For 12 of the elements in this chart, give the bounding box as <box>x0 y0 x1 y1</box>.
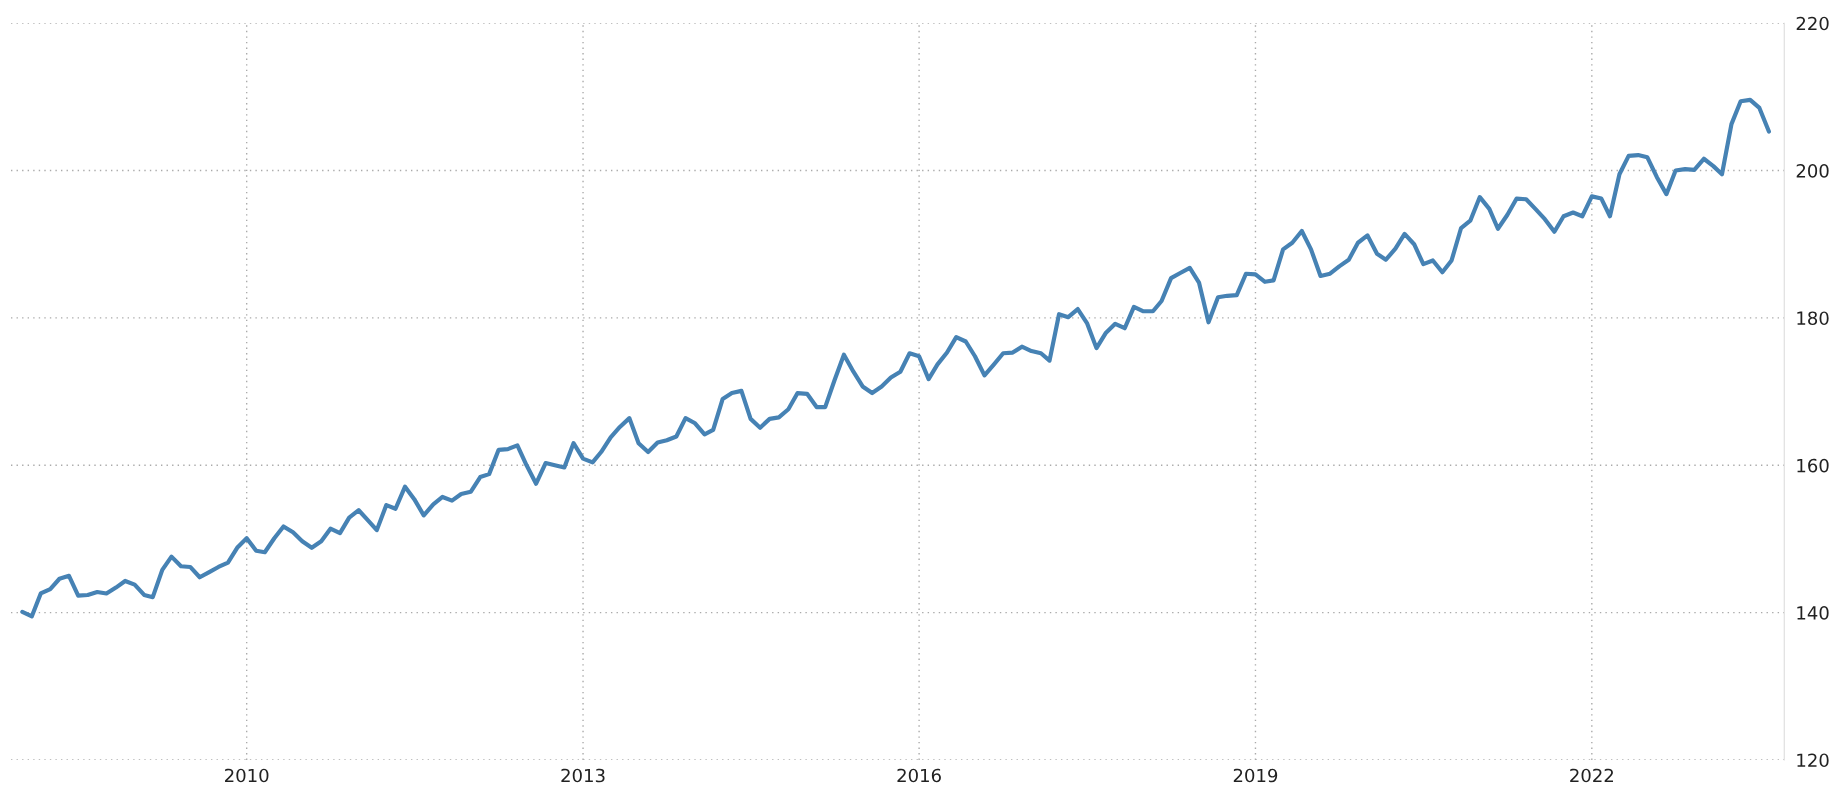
y-tick-label: 200 <box>1796 164 1829 178</box>
y-tick-label: 120 <box>1797 753 1829 768</box>
y-tick-label: 160 <box>1797 458 1829 473</box>
x-tick-label: 2022 <box>1570 768 1613 783</box>
y-tick-label: 180 <box>1797 311 1829 326</box>
y-tick-label: 140 <box>1797 606 1829 620</box>
line-series <box>20 97 1771 619</box>
y-tick-label: 220 <box>1796 16 1829 31</box>
x-tick-label: 2019 <box>1233 768 1278 783</box>
x-tick-label: 2010 <box>225 768 269 783</box>
x-tick-label: 2013 <box>561 768 605 783</box>
x-tick-label: 2016 <box>897 768 941 783</box>
